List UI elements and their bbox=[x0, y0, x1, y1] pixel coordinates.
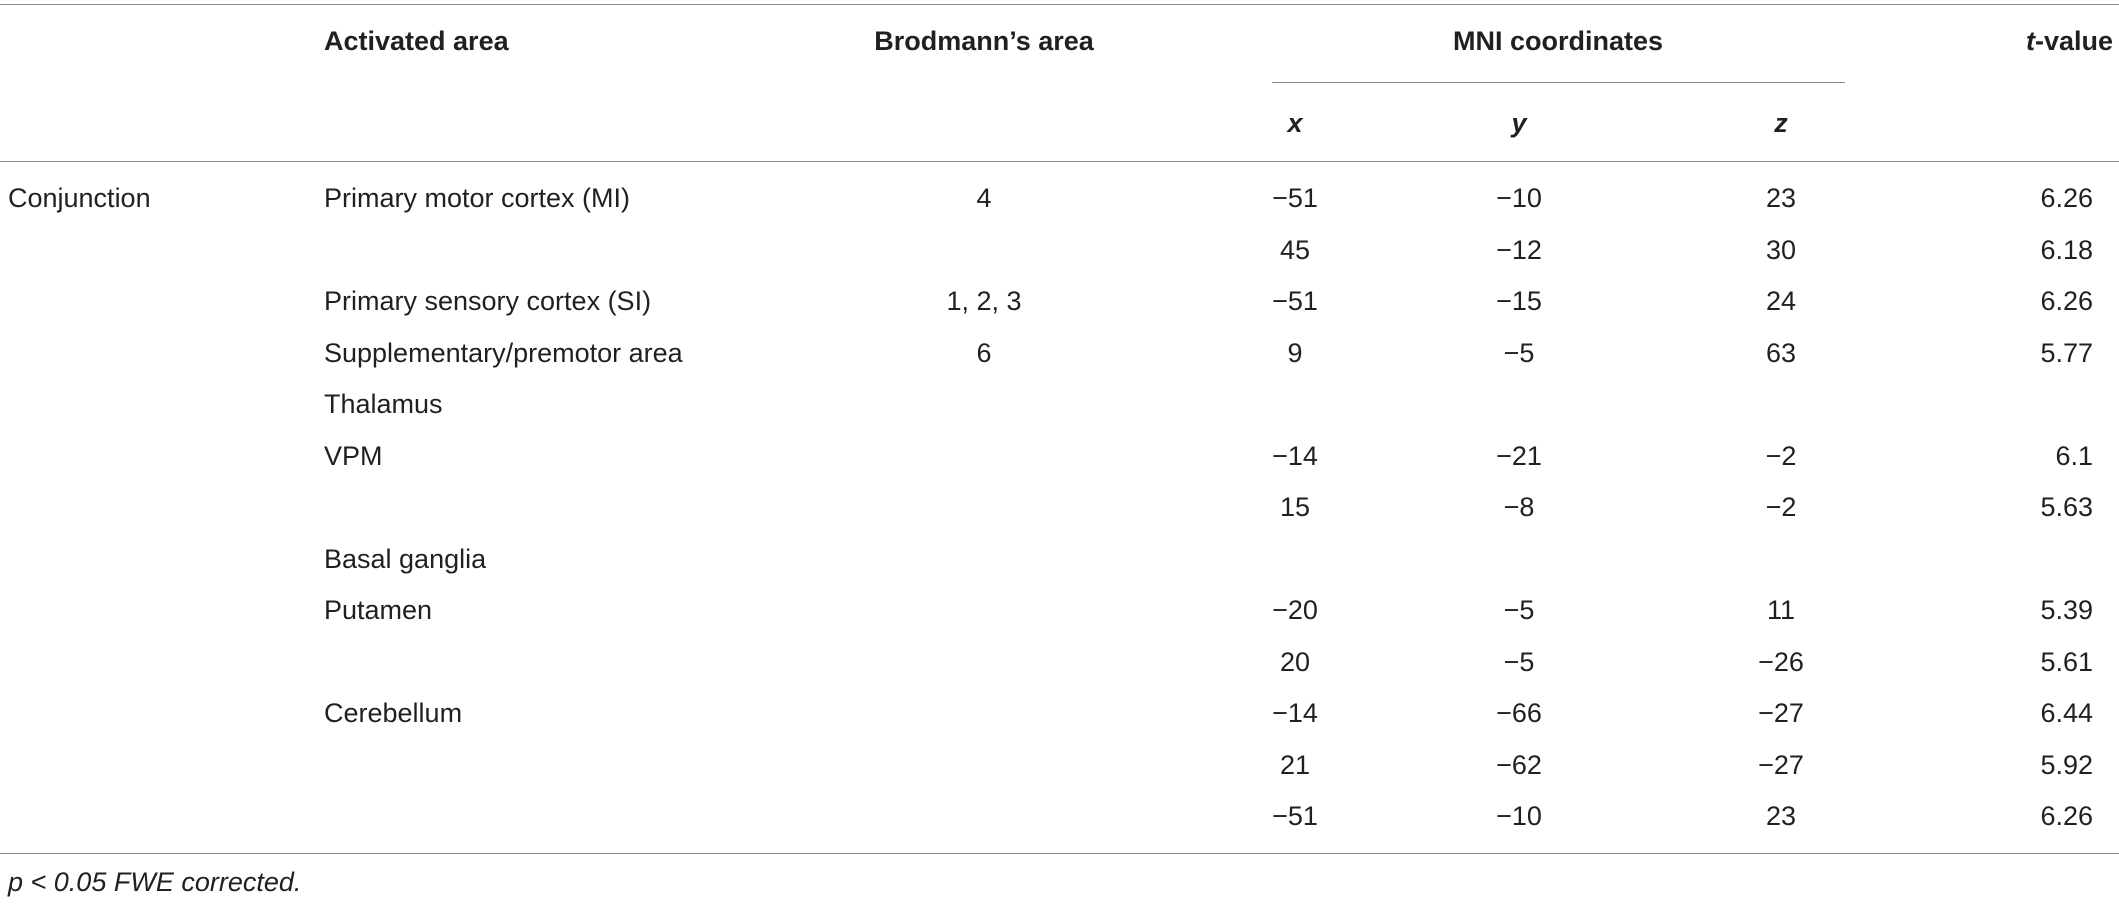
cell-z: 11 bbox=[1766, 595, 1796, 625]
cell-x: −14 bbox=[1272, 698, 1318, 728]
cell-area: Thalamus bbox=[324, 389, 443, 419]
cell-z: 24 bbox=[1765, 286, 1797, 316]
cell-t-value: 5.39 bbox=[2040, 595, 2093, 625]
cell-x: 9 bbox=[1287, 338, 1303, 368]
cell-area: Primary sensory cortex (SI) bbox=[324, 286, 652, 316]
cell-area: VPM bbox=[324, 441, 383, 471]
cell-z: 63 bbox=[1765, 338, 1797, 368]
cell-y: −15 bbox=[1496, 286, 1542, 316]
footnote: p < 0.05 FWE corrected. bbox=[8, 867, 302, 897]
cell-z: −27 bbox=[1758, 750, 1804, 780]
header-x: x bbox=[1287, 108, 1303, 138]
cell-y: −8 bbox=[1503, 492, 1535, 522]
cell-y: −62 bbox=[1496, 750, 1542, 780]
bottom-rule bbox=[0, 853, 2119, 854]
cell-z: 30 bbox=[1765, 235, 1797, 265]
cell-y: −5 bbox=[1503, 338, 1535, 368]
cell-t-value: 6.26 bbox=[2040, 286, 2093, 316]
cell-z: −26 bbox=[1758, 647, 1804, 677]
cell-t-value: 6.26 bbox=[2040, 801, 2093, 831]
cell-t-value: 6.18 bbox=[2040, 235, 2093, 265]
cell-area: Cerebellum bbox=[324, 698, 463, 728]
cell-x: 21 bbox=[1279, 750, 1311, 780]
cell-y: −10 bbox=[1496, 801, 1542, 831]
cell-x: 45 bbox=[1279, 235, 1311, 265]
cell-t-value: 5.92 bbox=[2040, 750, 2093, 780]
header-mni: MNI coordinates bbox=[1452, 26, 1664, 56]
cell-x: −20 bbox=[1272, 595, 1318, 625]
cell-brodmann: 6 bbox=[976, 338, 992, 368]
cell-x: 15 bbox=[1279, 492, 1311, 522]
header-z: z bbox=[1774, 108, 1788, 138]
cell-area: Primary motor cortex (MI) bbox=[324, 183, 631, 213]
cell-t-value: 6.1 bbox=[2055, 441, 2093, 471]
cell-z: 23 bbox=[1765, 183, 1797, 213]
header-brodmann: Brodmann’s area bbox=[874, 26, 1094, 56]
top-rule bbox=[0, 4, 2119, 5]
cell-y: −21 bbox=[1496, 441, 1542, 471]
cell-y: −66 bbox=[1496, 698, 1542, 728]
header-rule bbox=[0, 161, 2119, 162]
header-t-suffix: -value bbox=[2034, 26, 2113, 56]
cell-x: −51 bbox=[1272, 801, 1318, 831]
cell-y: −5 bbox=[1503, 647, 1535, 677]
cell-t-value: 5.63 bbox=[2040, 492, 2093, 522]
header-activated-area: Activated area bbox=[324, 26, 509, 56]
header-y: y bbox=[1511, 108, 1527, 138]
cell-t-value: 6.44 bbox=[2040, 698, 2093, 728]
cell-area: Basal ganglia bbox=[324, 544, 487, 574]
header-t-letter: t bbox=[2025, 26, 2035, 56]
cell-x: −14 bbox=[1272, 441, 1318, 471]
cell-z: −2 bbox=[1765, 441, 1797, 471]
cell-z: −27 bbox=[1758, 698, 1804, 728]
cell-t-value: 5.61 bbox=[2040, 647, 2093, 677]
cell-z: 23 bbox=[1765, 801, 1797, 831]
header-t-value: t-value bbox=[2026, 25, 2113, 57]
cell-area: Putamen bbox=[324, 595, 433, 625]
cell-z: −2 bbox=[1765, 492, 1797, 522]
cell-y: −12 bbox=[1496, 235, 1542, 265]
cell-t-value: 5.77 bbox=[2040, 338, 2093, 368]
cell-t-value: 6.26 bbox=[2040, 183, 2093, 213]
cell-x: −51 bbox=[1272, 183, 1318, 213]
cell-brodmann: 4 bbox=[976, 183, 992, 213]
cell-x: 20 bbox=[1279, 647, 1311, 677]
cell-y: −10 bbox=[1496, 183, 1542, 213]
mni-subrule bbox=[1272, 82, 1845, 83]
cell-y: −5 bbox=[1503, 595, 1535, 625]
cell-x: −51 bbox=[1272, 286, 1318, 316]
cell-brodmann: 1, 2, 3 bbox=[946, 286, 1022, 316]
cell-group: Conjunction bbox=[8, 183, 151, 213]
cell-area: Supplementary/premotor area bbox=[324, 338, 683, 368]
